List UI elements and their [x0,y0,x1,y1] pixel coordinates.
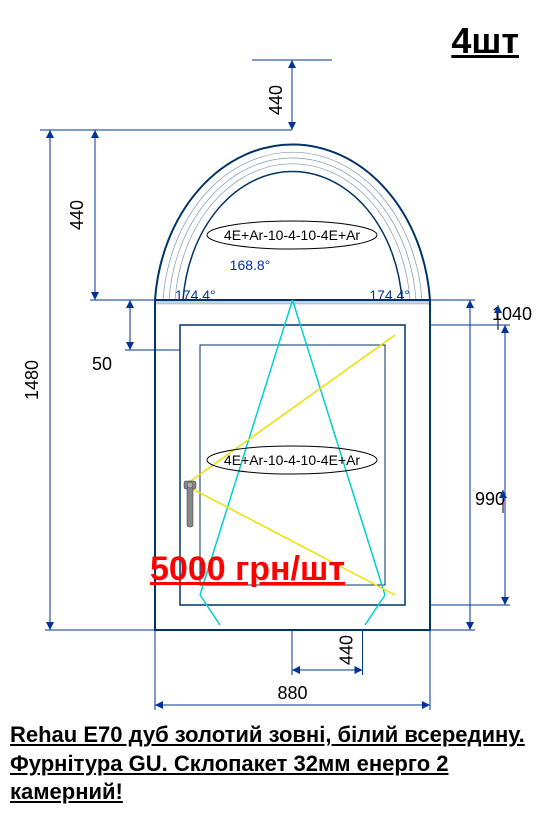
svg-text:174.4°: 174.4° [369,287,410,303]
svg-text:990: 990 [475,489,505,509]
svg-text:440: 440 [67,200,87,230]
price-label: 5000 грн/шт [150,550,345,589]
technical-drawing: 4E+Ar-10-4-10-4E+Ar 4E+Ar-10-4-10-4E+Ar 16… [0,0,539,817]
svg-text:880: 880 [277,683,307,703]
svg-text:50: 50 [92,354,112,374]
description-text: Rehau E70 дуб золотий зовні, білий всере… [10,721,530,807]
svg-text:440: 440 [266,85,286,115]
svg-text:174.4°: 174.4° [175,287,216,303]
svg-text:4E+Ar-10-4-10-4E+Ar: 4E+Ar-10-4-10-4E+Ar [224,452,361,468]
svg-text:168.8°: 168.8° [230,257,271,273]
svg-text:440: 440 [336,635,356,665]
svg-text:4E+Ar-10-4-10-4E+Ar: 4E+Ar-10-4-10-4E+Ar [224,227,361,243]
quantity-label: 4шт [451,20,519,62]
svg-text:1480: 1480 [22,360,42,400]
